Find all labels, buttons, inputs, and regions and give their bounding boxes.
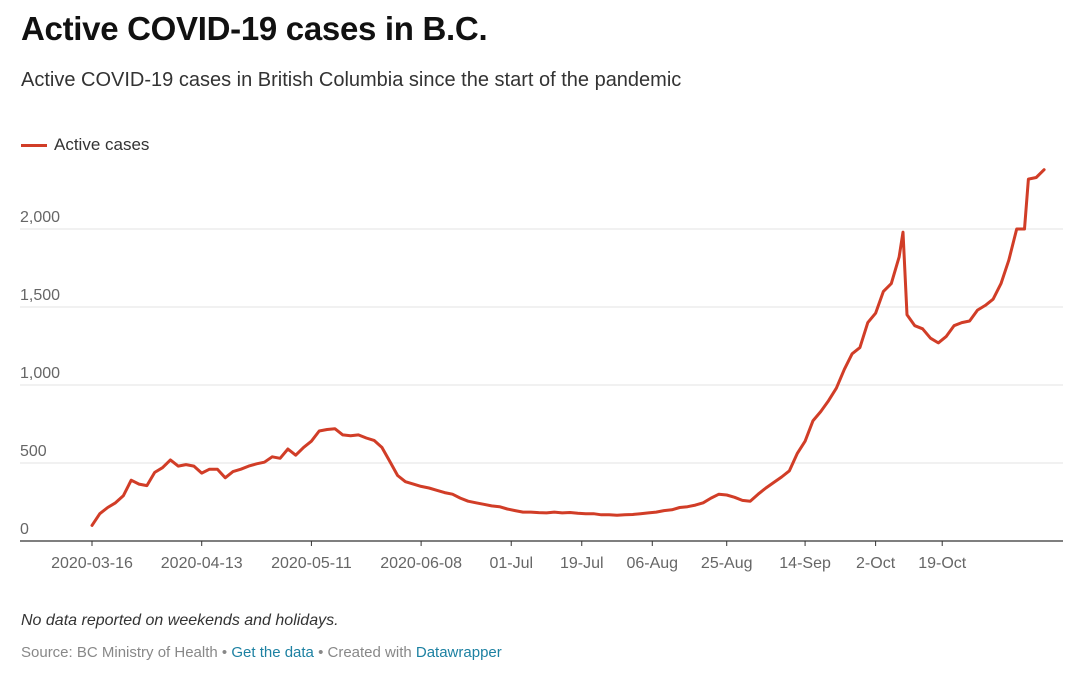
x-tick-label-2: 2020-05-11 [271, 555, 352, 572]
line-chart: 0 500 1,000 1,500 2,000 2020-03-16 2020-04-13 2… [20, 168, 1063, 572]
x-tick-label-7: 25-Aug [701, 555, 753, 572]
legend: Active cases [21, 135, 149, 155]
x-tick-label-9: 2-Oct [856, 555, 896, 572]
y-tick-label-500: 500 [20, 443, 47, 460]
y-tick-label-2000: 2,000 [20, 209, 60, 226]
source-line: Source: BC Ministry of Health • Get the … [21, 644, 502, 661]
y-tick-label-0: 0 [20, 521, 29, 538]
x-tick-label-8: 14-Sep [779, 555, 831, 572]
x-tick-label-5: 19-Jul [560, 555, 604, 572]
datawrapper-link[interactable]: Datawrapper [415, 644, 502, 661]
get-the-data-link[interactable]: Get the data [231, 644, 314, 661]
series-line-active-cases [90, 168, 1046, 527]
chart-note: No data reported on weekends and holiday… [21, 612, 339, 629]
x-tick-label-1: 2020-04-13 [161, 555, 243, 572]
legend-swatch-active-cases [21, 143, 47, 147]
source-separator: • [217, 644, 232, 661]
x-tick-label-3: 2020-06-08 [380, 555, 462, 572]
x-tick-label-4: 01-Jul [489, 555, 533, 572]
y-tick-label-1000: 1,000 [20, 365, 60, 382]
created-with-text: • Created with [313, 644, 416, 661]
chart-title: Active COVID-19 cases in B.C. [21, 10, 488, 47]
source-text: Source: BC Ministry of Health [21, 644, 218, 661]
x-tick-label-10: 19-Oct [918, 555, 967, 572]
x-tick-label-6: 06-Aug [626, 555, 678, 572]
legend-label-active-cases: Active cases [54, 135, 150, 154]
y-tick-label-1500: 1,500 [20, 287, 60, 304]
chart-subtitle: Active COVID-19 cases in British Columbi… [21, 69, 682, 91]
x-tick-label-0: 2020-03-16 [51, 555, 133, 572]
